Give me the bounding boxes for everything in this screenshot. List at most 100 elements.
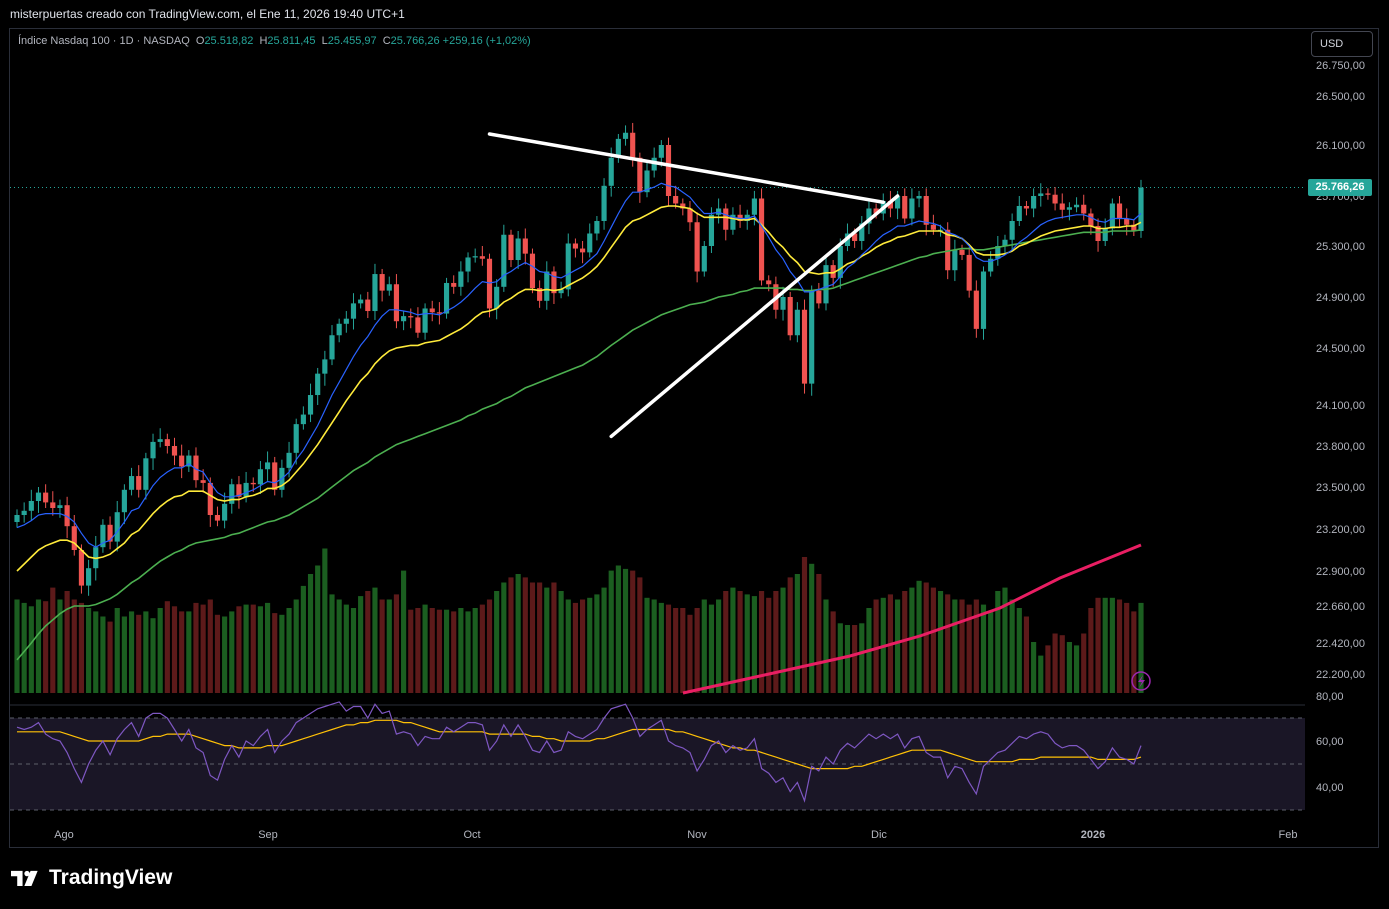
down-candle [479, 246, 485, 266]
up-candle [21, 502, 27, 523]
tradingview-logo-icon [11, 870, 38, 886]
volume-bar [615, 565, 621, 693]
candle-body [1124, 218, 1130, 225]
volume-bar [980, 604, 987, 693]
candle-body [465, 257, 471, 272]
up-candle [307, 383, 314, 423]
candle-body [78, 550, 85, 586]
candle-body [673, 196, 679, 204]
volume-bar [601, 587, 607, 693]
up-candle [1109, 198, 1115, 236]
down-candle [966, 247, 972, 298]
down-candle [1095, 218, 1101, 252]
candle-body [100, 524, 106, 548]
down-candle [236, 476, 242, 509]
volume-bar [644, 597, 650, 693]
volume-bar [973, 599, 979, 693]
volume-bar [730, 587, 736, 693]
candle-body [443, 282, 450, 314]
candle-body [1059, 203, 1065, 210]
down-candle [737, 204, 743, 228]
volume-bar [415, 608, 421, 693]
price-tick-label: 24.900,00 [1316, 292, 1365, 304]
candle-body [1095, 226, 1101, 241]
volume-bar [272, 613, 278, 693]
down-candle [179, 444, 185, 479]
volume-bar [716, 599, 722, 693]
candle-body [1052, 194, 1058, 204]
volume-bar [708, 604, 715, 693]
candle-body [121, 489, 127, 513]
volume-bar [988, 611, 994, 693]
volume-bar [286, 608, 292, 693]
volume-bar [200, 604, 206, 693]
up-candle [257, 461, 263, 494]
down-candle [973, 280, 979, 338]
up-candle [1038, 183, 1044, 207]
candle-body [930, 224, 936, 230]
volume-bar [136, 614, 142, 693]
candle-body [622, 132, 629, 139]
volume-bar [50, 587, 56, 693]
volume-bar [1038, 655, 1044, 693]
candle-body [393, 284, 400, 322]
candle-body [1066, 207, 1072, 210]
symbol-name: Índice Nasdaq 100 · 1D · NASDAQ [18, 35, 190, 47]
candle-body [1138, 187, 1144, 231]
volume-bar [336, 599, 342, 693]
volume-bar [451, 611, 457, 693]
volume-bar [365, 591, 371, 693]
volume-bar [1066, 642, 1072, 693]
volume-bar [358, 596, 364, 693]
volume-bar [1059, 635, 1065, 693]
candle-body [200, 480, 206, 483]
up-candle [587, 223, 593, 258]
volume-bar [107, 621, 113, 693]
down-candle [393, 274, 400, 329]
volume-bar [386, 599, 392, 693]
up-candle [150, 433, 156, 470]
up-candle [443, 277, 450, 319]
volume-bar [322, 548, 328, 693]
volume-bar [315, 565, 321, 693]
up-candle [465, 252, 471, 283]
volume-bar [522, 577, 528, 693]
volume-bar [28, 606, 34, 693]
ema-slow-line [16, 229, 1142, 661]
up-candle [157, 428, 163, 448]
currency-button[interactable]: USD [1311, 31, 1373, 57]
volume-bar [508, 577, 514, 693]
up-candle [128, 467, 135, 496]
volume-bar [930, 587, 936, 693]
volume-bar [229, 611, 235, 693]
chart-frame[interactable] [9, 28, 1379, 848]
volume-bar [486, 599, 493, 693]
up-candle [358, 294, 364, 309]
volume-bar [665, 604, 672, 693]
candle-body [250, 482, 256, 485]
up-candle [909, 188, 915, 226]
tradingview-brand[interactable]: TradingView [11, 866, 172, 890]
candle-body [136, 476, 142, 490]
candle-body [322, 359, 328, 374]
alert-icon[interactable] [1131, 671, 1151, 691]
volume-bar [565, 599, 571, 693]
up-candle [350, 293, 357, 330]
volume-bar [408, 609, 414, 693]
volume-bar [952, 599, 958, 693]
down-candle [665, 137, 672, 207]
volume-bar [816, 574, 822, 693]
up-candle [952, 239, 958, 282]
candle-body [14, 515, 20, 522]
candle-body [644, 170, 650, 193]
volume-bar [622, 568, 629, 693]
down-candle [1023, 201, 1030, 216]
volume-bars [14, 548, 1144, 693]
candle-body [723, 208, 729, 230]
candle-body [558, 289, 564, 294]
up-candle [859, 216, 865, 250]
candle-body [758, 198, 765, 281]
candle-body [315, 373, 321, 396]
high-key: H [259, 35, 268, 47]
